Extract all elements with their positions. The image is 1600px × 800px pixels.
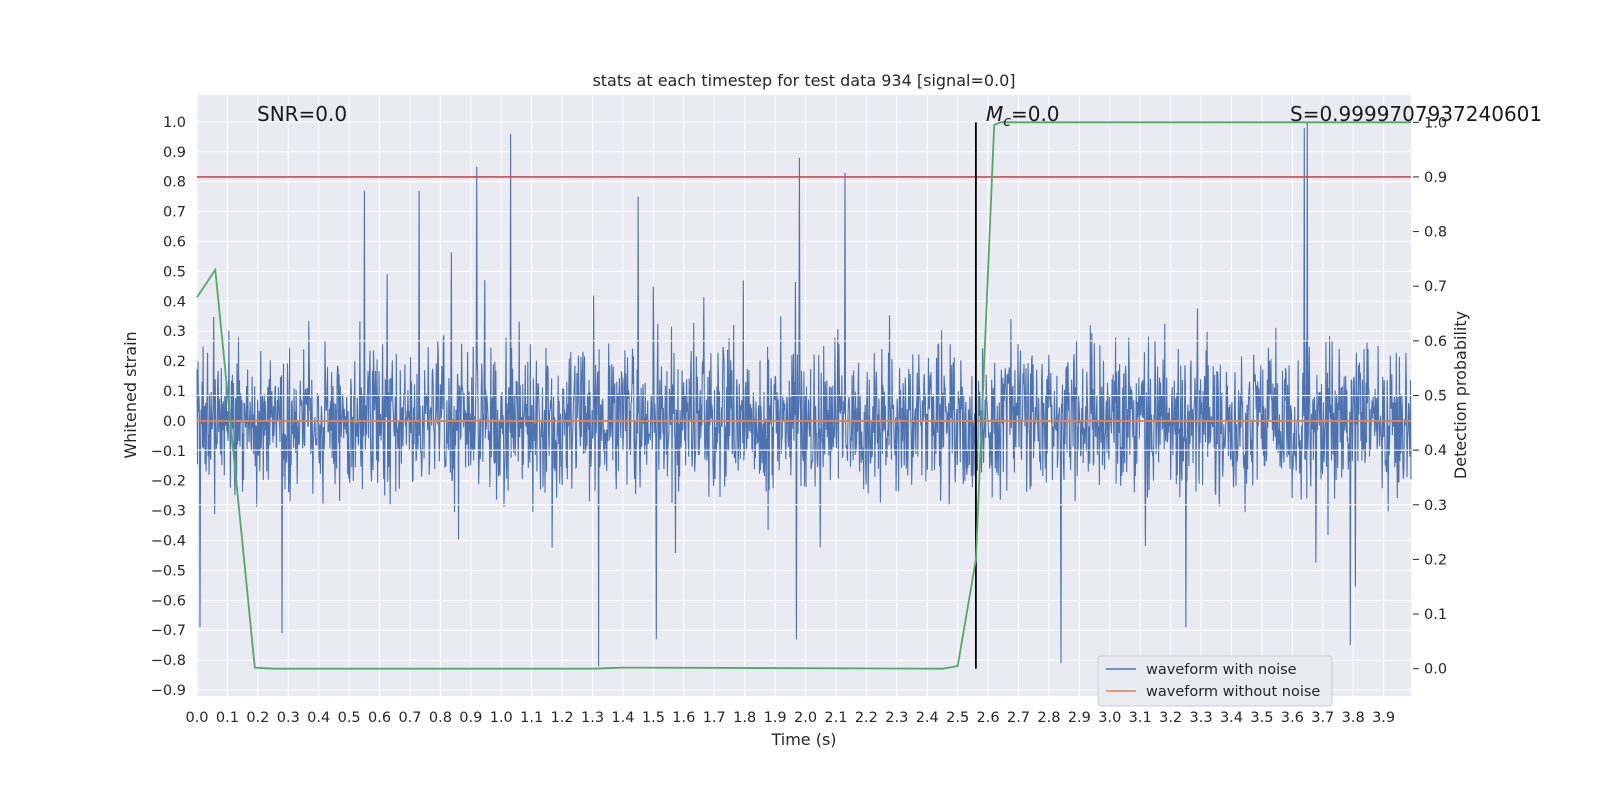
x-tick-label: 2.3 bbox=[885, 710, 908, 726]
y-tick-label: 0.2 bbox=[163, 354, 186, 370]
legend-box bbox=[1097, 655, 1333, 707]
y-tick-label: 0.5 bbox=[163, 264, 186, 280]
x-tick-label: 0.1 bbox=[216, 710, 239, 726]
x-tick-label: 0.4 bbox=[307, 710, 330, 726]
x-tick-label: 1.2 bbox=[551, 710, 574, 726]
y-axis-label: Whitened strain bbox=[121, 331, 140, 458]
x-tick-label: 3.2 bbox=[1159, 710, 1182, 726]
right-y-tick-label: 0.2 bbox=[1424, 552, 1447, 568]
y-tick-label: −0.8 bbox=[151, 653, 186, 669]
x-tick-label: 0.0 bbox=[185, 710, 208, 726]
x-tick-label: 2.6 bbox=[977, 710, 1000, 726]
series-detection-probability bbox=[196, 121, 1411, 670]
overlays bbox=[196, 121, 1411, 670]
y-tick-label: 0.1 bbox=[163, 384, 186, 400]
x-tick-label: 0.2 bbox=[246, 710, 269, 726]
x-tick-label: 1.8 bbox=[733, 710, 756, 726]
x-tick-label: 0.8 bbox=[429, 710, 452, 726]
x-tick-label: 3.7 bbox=[1311, 710, 1334, 726]
x-tick-label: 3.6 bbox=[1281, 710, 1304, 726]
x-tick-label: 3.4 bbox=[1220, 710, 1243, 726]
x-tick-label: 2.2 bbox=[855, 710, 878, 726]
x-tick-label: 3.1 bbox=[1129, 710, 1152, 726]
right-axis-grid bbox=[197, 340, 1411, 506]
x-tick-label: 3.9 bbox=[1372, 710, 1395, 726]
x-tick-label: 1.5 bbox=[642, 710, 665, 726]
x-tick-label: 1.9 bbox=[764, 710, 787, 726]
mc-annotation: Mc=0.0 bbox=[986, 102, 1060, 130]
y-tick-label: −0.5 bbox=[151, 563, 186, 579]
x-tick-label: 2.8 bbox=[1037, 710, 1060, 726]
x-tick-label: 1.4 bbox=[611, 710, 634, 726]
y-tick-label: −0.4 bbox=[151, 534, 186, 550]
x-tick-label: 0.9 bbox=[459, 710, 482, 726]
right-y-tick-label: 0.9 bbox=[1424, 170, 1447, 186]
s-annotation: S=0.9999707937240601 bbox=[1290, 102, 1542, 126]
right-y-tick-label: 0.0 bbox=[1424, 662, 1447, 678]
x-tick-label: 2.9 bbox=[1068, 710, 1091, 726]
legend-label-waveform-with-noise: waveform with noise bbox=[1146, 662, 1297, 678]
right-y-tick-label: 0.4 bbox=[1424, 443, 1447, 459]
y-tick-label: −0.1 bbox=[151, 444, 186, 460]
x-tick-label: 3.8 bbox=[1342, 710, 1365, 726]
right-y-tick-label: 0.7 bbox=[1424, 279, 1447, 295]
right-y-tick-label: 1.0 bbox=[1424, 115, 1447, 131]
right-y-tick-label: 0.6 bbox=[1424, 334, 1447, 350]
x-tick-label: 2.5 bbox=[946, 710, 969, 726]
mc-symbol: M bbox=[986, 102, 1003, 126]
x-tick-label: 3.0 bbox=[1098, 710, 1121, 726]
y-tick-label: 0.6 bbox=[163, 235, 186, 251]
legend-label-waveform-without-noise: waveform without noise bbox=[1146, 684, 1320, 700]
y-tick-label: −0.9 bbox=[151, 683, 186, 699]
x-tick-label: 0.5 bbox=[338, 710, 361, 726]
series-waveform-with-noise bbox=[196, 121, 1412, 667]
y-tick-label: −0.6 bbox=[151, 593, 186, 609]
snr-annotation: SNR=0.0 bbox=[257, 102, 347, 126]
x-tick-label: 3.5 bbox=[1250, 710, 1273, 726]
right-y-tick-label: 0.1 bbox=[1424, 607, 1447, 623]
mc-subscript: c bbox=[1003, 114, 1011, 130]
x-tick-label: 0.7 bbox=[398, 710, 421, 726]
right-y-axis-label: Detection probability bbox=[1451, 311, 1470, 479]
x-tick-label: 3.3 bbox=[1190, 710, 1213, 726]
x-tick-label: 2.0 bbox=[794, 710, 817, 726]
y-tick-label: −0.2 bbox=[151, 474, 186, 490]
x-tick-labels: 0.0 0.1 0.2 0.3 0.4 0.5 0.6 0.7 0.8 0.9 1.0 1.1 1.2 1… bbox=[185, 710, 1395, 726]
y-tick-label: −0.7 bbox=[151, 623, 186, 639]
y-tick-label: 0.8 bbox=[163, 175, 186, 191]
right-y-tick-labels: 1.0 0.9 0.8 0.7 0.6 0.5 0.4 0.3 0.2 0.1 0.0 bbox=[1413, 115, 1447, 678]
x-tick-label: 1.1 bbox=[520, 710, 543, 726]
x-tick-label: 2.7 bbox=[1007, 710, 1030, 726]
y-tick-label: 0.0 bbox=[163, 414, 186, 430]
mc-value: =0.0 bbox=[1011, 102, 1060, 126]
chart-title: stats at each timestep for test data 934… bbox=[592, 71, 1015, 90]
x-tick-label: 0.3 bbox=[277, 710, 300, 726]
x-tick-label: 2.1 bbox=[824, 710, 847, 726]
y-tick-labels: 1.0 0.9 0.8 0.7 0.6 0.5 0.4 0.3 0.2 0.1 0.0 −0.1 −0.… bbox=[151, 115, 186, 699]
y-tick-label: 0.7 bbox=[163, 205, 186, 221]
x-tick-label: 2.4 bbox=[916, 710, 939, 726]
y-tick-label: 0.3 bbox=[163, 324, 186, 340]
legend: waveform with noise waveform without noi… bbox=[1097, 655, 1333, 707]
x-tick-label: 0.6 bbox=[368, 710, 391, 726]
right-y-tick-label: 0.3 bbox=[1424, 498, 1447, 514]
y-tick-label: 0.4 bbox=[163, 294, 186, 310]
x-tick-label: 1.6 bbox=[672, 710, 695, 726]
right-y-tick-label: 0.5 bbox=[1424, 389, 1447, 405]
x-axis-label: Time (s) bbox=[770, 730, 836, 749]
y-tick-label: 1.0 bbox=[163, 115, 186, 131]
x-tick-label: 1.7 bbox=[703, 710, 726, 726]
x-tick-label: 1.3 bbox=[581, 710, 604, 726]
x-tick-label: 1.0 bbox=[490, 710, 513, 726]
right-y-tick-label: 0.8 bbox=[1424, 225, 1447, 241]
y-tick-label: 0.9 bbox=[163, 145, 186, 161]
y-tick-label: −0.3 bbox=[151, 504, 186, 520]
noise-line bbox=[196, 121, 1412, 667]
